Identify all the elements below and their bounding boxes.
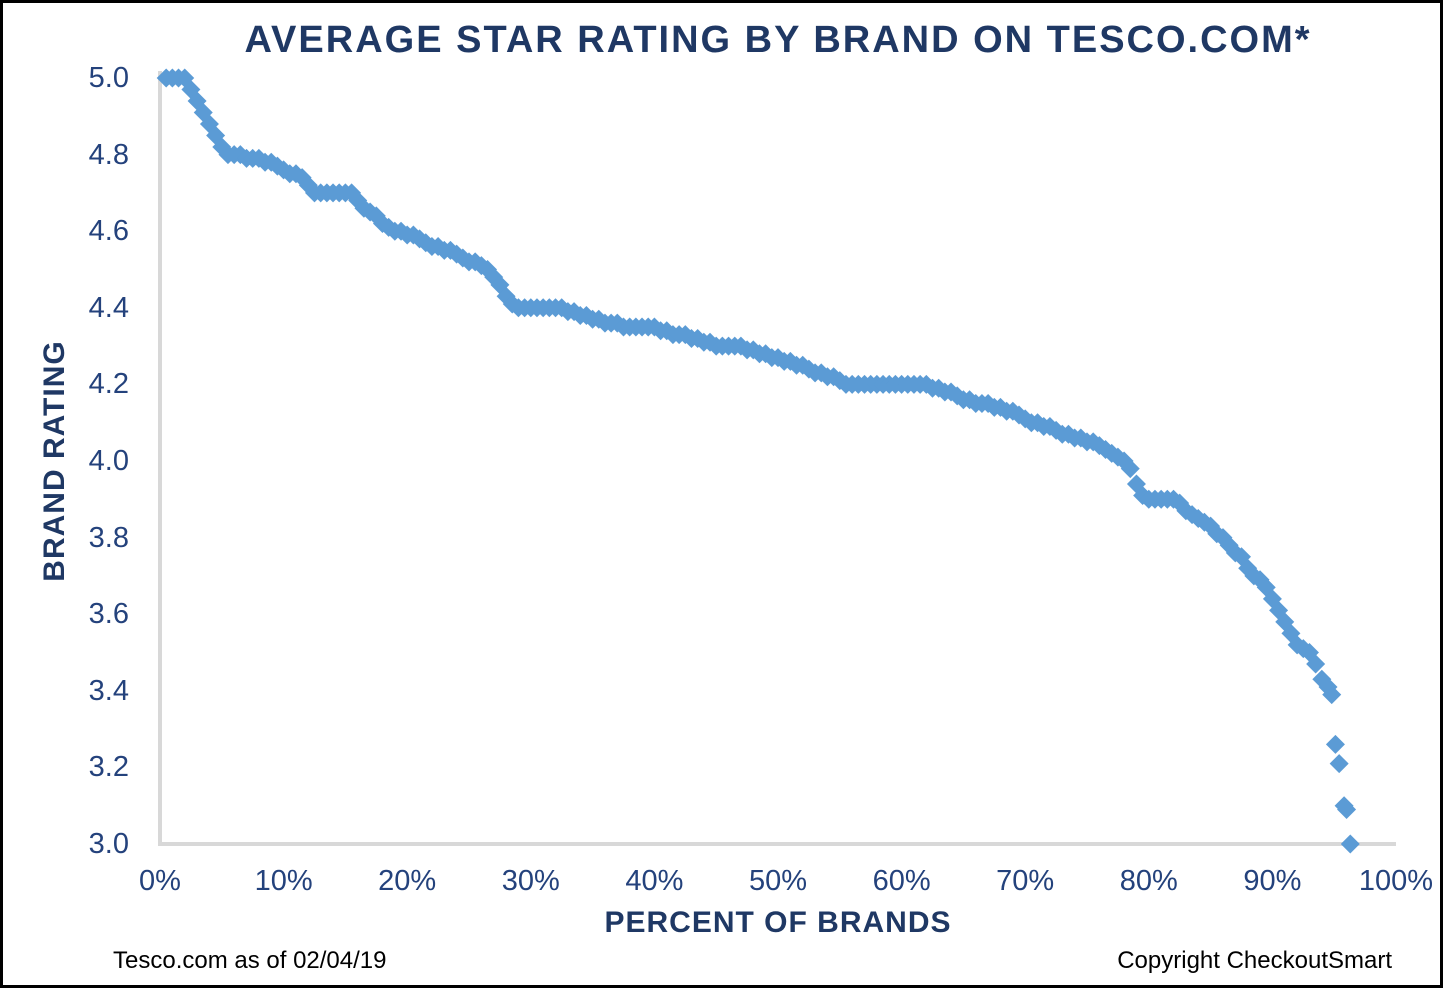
footnote-copyright: Copyright CheckoutSmart bbox=[1117, 947, 1392, 974]
y-tick-label: 4.4 bbox=[88, 291, 129, 324]
y-tick-label: 3.6 bbox=[88, 598, 129, 631]
y-tick-label: 3.4 bbox=[88, 674, 129, 707]
data-point-diamond bbox=[1120, 459, 1140, 479]
chart-title: AVERAGE STAR RATING BY BRAND ON TESCO.CO… bbox=[244, 19, 1312, 61]
x-tick-label: 100% bbox=[1358, 865, 1434, 897]
x-tick-label: 60% bbox=[872, 865, 931, 897]
y-tick-label: 3.8 bbox=[88, 521, 129, 554]
data-point-diamond bbox=[199, 114, 219, 134]
x-tick-label: 40% bbox=[625, 865, 684, 897]
x-tick-label: 10% bbox=[254, 865, 313, 897]
x-tick-label: 70% bbox=[996, 865, 1055, 897]
y-tick-label: 4.0 bbox=[88, 445, 129, 477]
x-tick-label: 90% bbox=[1243, 865, 1302, 897]
x-tick-label: 80% bbox=[1119, 865, 1178, 897]
data-point-diamond bbox=[453, 248, 473, 268]
y-tick-label: 4.2 bbox=[88, 368, 129, 401]
data-point-diamond bbox=[1325, 734, 1345, 754]
data-point-diamond bbox=[1337, 800, 1357, 820]
data-point-diamond bbox=[1322, 685, 1342, 705]
y-tick-label: 3.2 bbox=[88, 751, 129, 784]
y-tick-label: 4.6 bbox=[88, 215, 129, 248]
x-axis-title: PERCENT OF BRANDS bbox=[604, 906, 952, 939]
x-tick-label: 20% bbox=[378, 865, 437, 897]
data-point-diamond bbox=[1306, 654, 1326, 674]
data-point-diamond bbox=[496, 286, 516, 306]
x-tick-label: 50% bbox=[748, 865, 808, 897]
x-tick-label: 30% bbox=[501, 865, 560, 897]
data-point-diamond bbox=[1340, 834, 1360, 854]
data-point-diamond bbox=[428, 237, 448, 257]
y-tick-label: 4.8 bbox=[88, 138, 129, 171]
scatter-series bbox=[156, 68, 1360, 854]
x-tick-label: 0% bbox=[139, 865, 181, 897]
y-tick-label: 5.0 bbox=[88, 62, 129, 94]
data-point-diamond bbox=[1329, 754, 1349, 774]
scatter-plot-canvas bbox=[156, 68, 1396, 854]
footnote-source: Tesco.com as of 02/04/19 bbox=[113, 947, 387, 974]
y-tick-label: 3.0 bbox=[88, 828, 129, 860]
